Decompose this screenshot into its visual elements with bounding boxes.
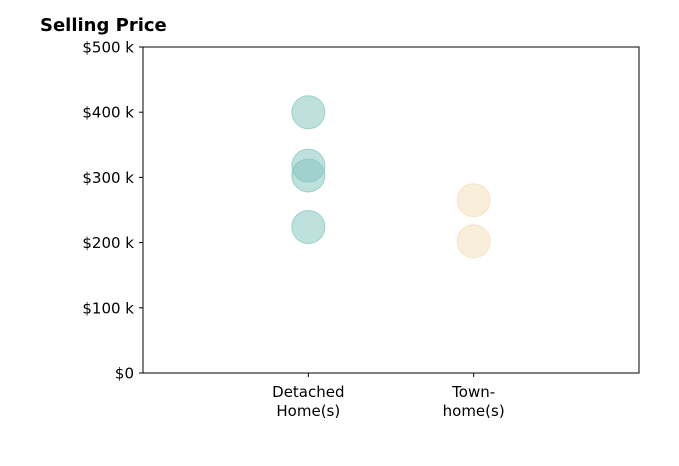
x-tick-label-1: Town-home(s)	[443, 383, 505, 420]
x-tick-label-0: Detached Home(s)	[272, 383, 344, 420]
y-tick-label-1: $100 k	[82, 299, 134, 317]
plot-frame	[142, 46, 640, 374]
y-tick-label-0: $0	[115, 365, 134, 383]
data-point-0-0	[291, 95, 326, 130]
y-tick-label-5: $500 k	[82, 39, 134, 57]
data-point-1-0	[456, 183, 491, 218]
data-point-1-1	[456, 224, 491, 259]
data-point-0-3	[291, 209, 326, 244]
y-tick-label-3: $300 k	[82, 169, 134, 187]
y-tick-label-4: $400 k	[82, 104, 134, 122]
y-tick-label-2: $200 k	[82, 234, 134, 252]
chart-title: Selling Price	[40, 15, 167, 36]
data-point-0-2	[291, 158, 326, 193]
